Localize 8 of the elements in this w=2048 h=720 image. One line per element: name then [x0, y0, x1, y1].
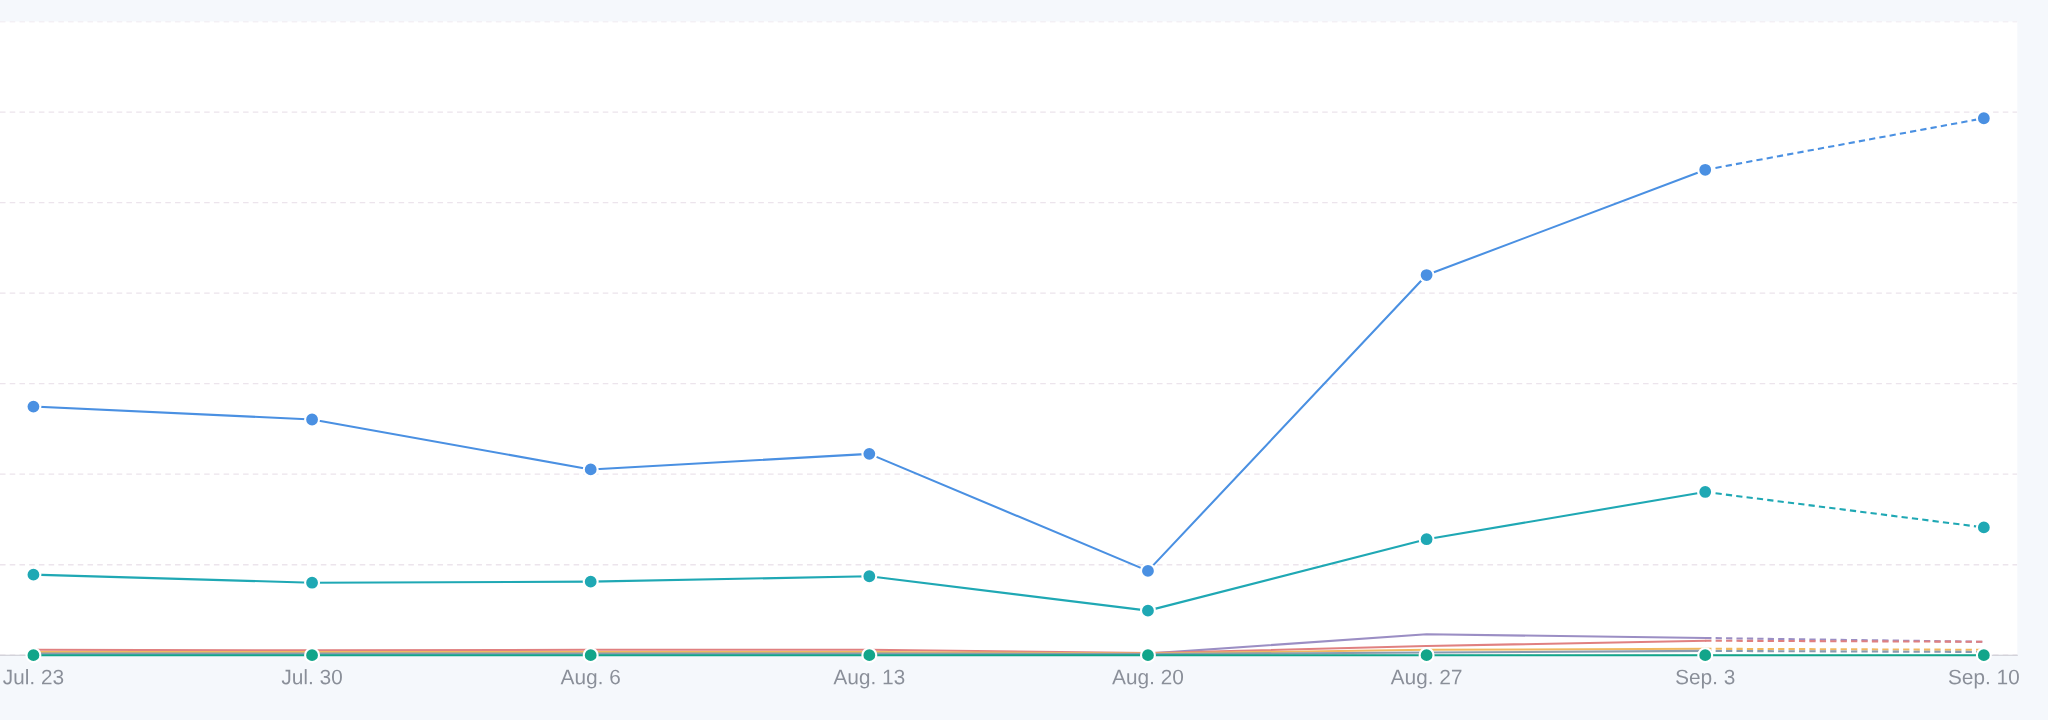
x-tick-label: Aug. 20	[1112, 669, 1184, 689]
x-tick-label: Sep. 3	[1676, 669, 1735, 689]
x-tick-label: Sep. 10	[1948, 669, 2019, 689]
x-tick-label: Aug. 13	[833, 669, 905, 689]
x-tick-label: Aug. 6	[560, 669, 620, 689]
x-tick-label: Jul. 23	[3, 669, 64, 685]
x-tick-label: Jul. 30	[281, 669, 342, 685]
x-tick-label: Aug. 27	[1390, 669, 1462, 689]
